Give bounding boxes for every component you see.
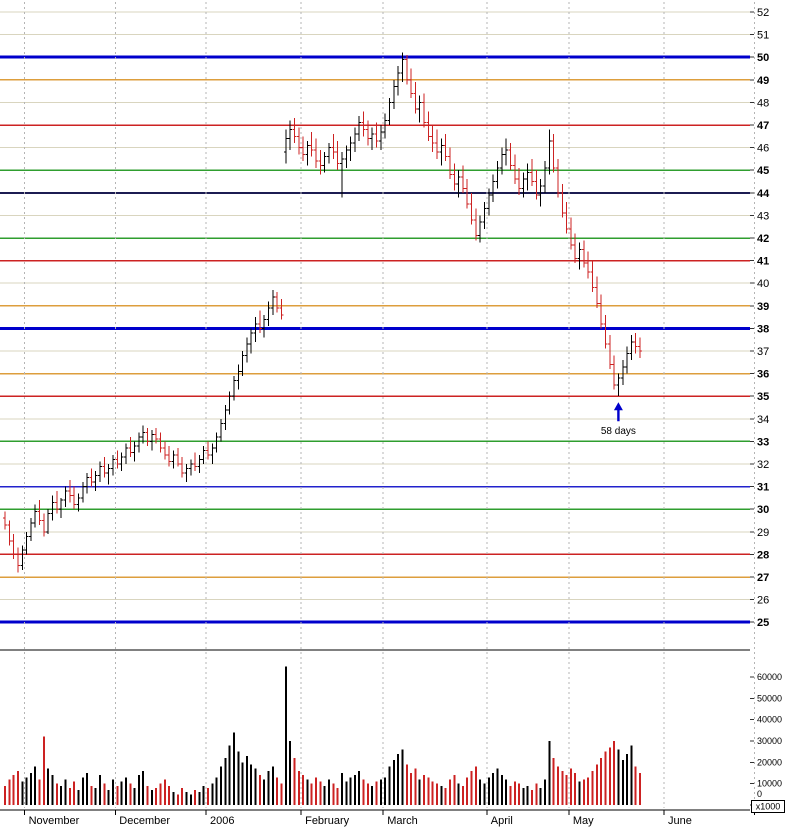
month-label: November [29, 815, 80, 827]
price-axis-label: 37 [757, 346, 769, 358]
volume-axis-label: 40000 [757, 715, 782, 725]
up-arrow-icon [613, 402, 623, 422]
volume-axis-label: 30000 [757, 736, 782, 746]
month-label: February [305, 815, 350, 827]
volume-bars [4, 666, 642, 805]
price-axis-label: 30 [757, 504, 769, 516]
month-gridlines [24, 2, 756, 808]
price-axis-label: 44 [757, 188, 770, 200]
price-gridlines [0, 11, 750, 624]
month-label: June [668, 815, 692, 827]
price-axis-label: 32 [757, 459, 769, 471]
price-axis-label: 39 [757, 301, 769, 313]
price-axis-label: 26 [757, 595, 769, 607]
volume-multiplier-box [751, 800, 785, 813]
volume-axis-label: 20000 [757, 757, 782, 767]
price-axis-label: 45 [757, 165, 769, 177]
volume-multiplier-label: x1000 [756, 802, 781, 812]
month-label: 2006 [210, 815, 234, 827]
ohlc-bars-down [3, 54, 643, 573]
volume-bars-up [21, 666, 633, 805]
month-label: March [387, 815, 418, 827]
price-axis-label: 36 [757, 369, 769, 381]
price-axis-label: 35 [757, 391, 769, 403]
price-axis-label: 34 [757, 414, 769, 426]
ohlc-bars-up [20, 52, 634, 571]
volume-axis-label: 60000 [757, 672, 782, 682]
volume-axis-label: 10000 [757, 779, 782, 789]
price-axis-label: 27 [757, 572, 769, 584]
price-axis-label: 25 [757, 617, 769, 629]
axes [0, 11, 756, 815]
price-axis-label: 31 [757, 482, 769, 494]
price-axis-label: 40 [757, 278, 769, 290]
axis-labels: 52 51 50 49 48 47 46 45 44 43 42 41 40 39 38 37 36 35 34 33… [29, 7, 785, 827]
price-axis-label: 28 [757, 549, 769, 561]
price-axis-label: 48 [757, 97, 769, 109]
price-axis-label: 42 [757, 233, 769, 245]
annotation-58-days: 58 days [601, 426, 636, 437]
price-axis-label: 33 [757, 436, 769, 448]
price-axis-label: 46 [757, 143, 769, 155]
price-axis-label: 38 [757, 323, 769, 335]
price-axis-label: 43 [757, 210, 769, 222]
volume-axis-label: 50000 [757, 693, 782, 703]
month-label: December [119, 815, 170, 827]
price-axis-label: 50 [757, 52, 769, 64]
price-axis-label: 51 [757, 30, 769, 42]
price-axis-label: 47 [757, 120, 769, 132]
price-axis-label: 29 [757, 527, 769, 539]
volume-axis-label: 0 [757, 789, 762, 799]
price-axis-label: 49 [757, 75, 769, 87]
ohlc-bars [3, 52, 643, 573]
month-label: May [573, 815, 594, 827]
month-label: April [491, 815, 513, 827]
volume-bars-down [4, 736, 642, 805]
price-axis-label: 52 [757, 7, 769, 19]
price-axis-label: 41 [757, 256, 769, 268]
